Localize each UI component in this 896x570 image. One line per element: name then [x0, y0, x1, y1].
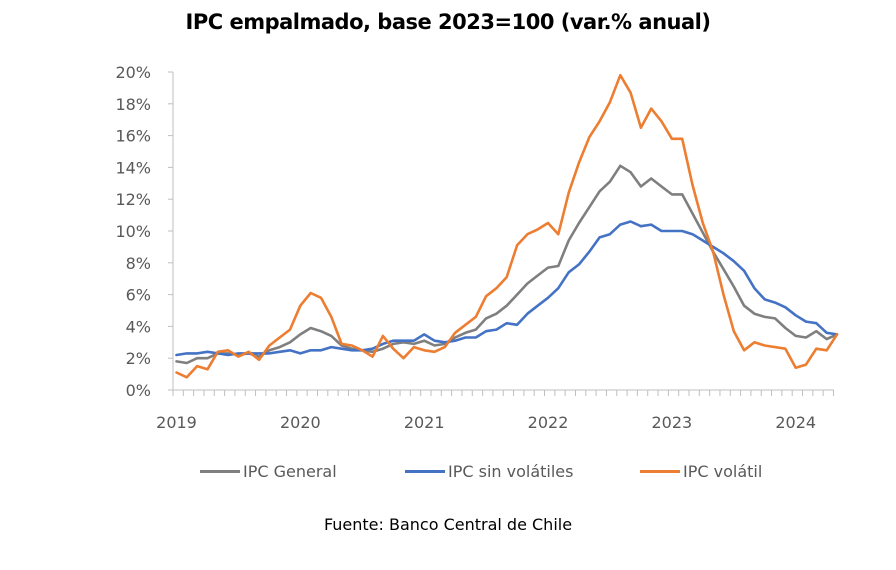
y-tick-label: 16%: [115, 127, 151, 146]
y-tick-label: 6%: [126, 286, 151, 305]
x-tick-label: 2019: [156, 413, 197, 432]
y-tick-label: 10%: [115, 222, 151, 241]
x-tick-label: 2022: [528, 413, 569, 432]
y-tick-label: 18%: [115, 95, 151, 114]
legend-label-ipc-general: IPC General: [243, 462, 337, 481]
y-tick-label: 2%: [126, 349, 151, 368]
legend-swatch-ipc-volatil: [640, 470, 680, 473]
legend-label-ipc-sin-volatiles: IPC sin volátiles: [448, 462, 574, 481]
series-line-ipc-sin-vol-tiles: [175, 220, 839, 357]
series-layer: [175, 73, 839, 379]
legend-swatch-ipc-sin-volatiles: [405, 470, 445, 473]
legend: IPC General IPC sin volátiles IPC voláti…: [0, 462, 896, 486]
y-tick-label: 0%: [126, 381, 151, 400]
series-line-ipc-general: [175, 164, 839, 365]
y-tick-label: 12%: [115, 190, 151, 209]
y-tick-label: 20%: [115, 63, 151, 82]
legend-label-ipc-volatil: IPC volátil: [683, 462, 763, 481]
y-tick-label: 4%: [126, 317, 151, 336]
y-tick-label: 14%: [115, 158, 151, 177]
legend-item-ipc-sin-volatiles: IPC sin volátiles: [405, 462, 573, 481]
source-note: Fuente: Banco Central de Chile: [323, 515, 573, 534]
x-tick-label: 2023: [652, 413, 693, 432]
y-tick-label: 8%: [126, 254, 151, 273]
x-axis: 2019 2020 2021 2022 2023 2024: [156, 389, 834, 432]
x-tick-label: 2024: [775, 413, 816, 432]
x-tick-label: 2021: [404, 413, 445, 432]
x-tick-label: 2020: [280, 413, 321, 432]
chart-title: IPC empalmado, base 2023=100 (var.% anua…: [185, 10, 711, 34]
legend-item-ipc-volatil: IPC volátil: [640, 462, 762, 481]
series-line-ipc-vol-til: [175, 73, 839, 379]
legend-swatch-ipc-general: [200, 470, 240, 473]
y-axis: 0% 2% 4% 6% 8% 10% 12% 14% 16% 18% 20%: [115, 63, 174, 400]
legend-item-ipc-general: IPC General: [200, 462, 337, 481]
